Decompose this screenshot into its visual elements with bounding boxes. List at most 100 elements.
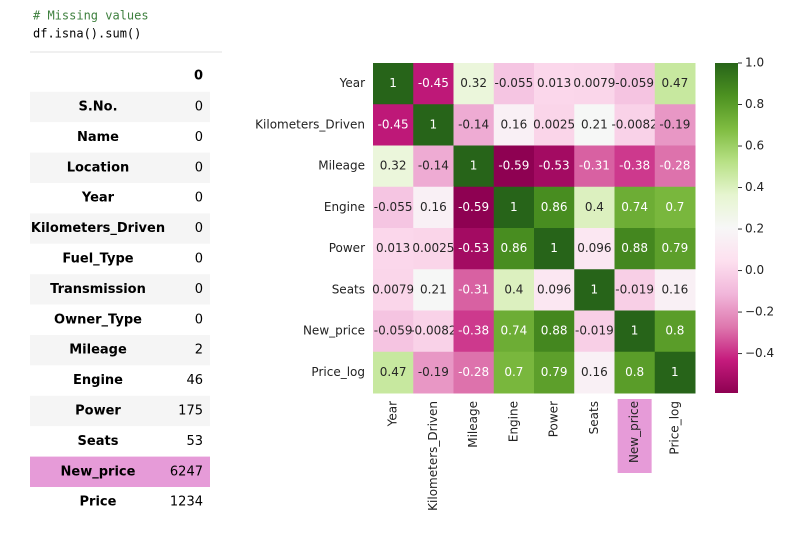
label-highlight <box>617 399 652 473</box>
cell-label: 1 <box>470 159 478 173</box>
cell-label: 1 <box>671 365 679 379</box>
heatmap-cell <box>654 186 696 229</box>
cell-label: 0.74 <box>501 324 528 338</box>
cell-label: -0.14 <box>418 159 449 173</box>
row-label: Owner_Type <box>54 312 142 327</box>
heatmap-cell <box>493 228 535 270</box>
colorbar-tick-label: −0.4 <box>745 346 774 360</box>
heatmap-cell <box>493 63 535 105</box>
y-tick-label: New_price <box>303 324 365 338</box>
heatmap-cell <box>453 269 495 311</box>
row-label: Fuel_Type <box>62 252 133 267</box>
cell-label: -0.059 <box>374 324 413 338</box>
heatmap-cell <box>493 145 535 188</box>
table-row <box>30 213 210 244</box>
cell-label: 0.47 <box>380 365 407 379</box>
heatmap-cell <box>614 228 656 270</box>
row-value: 2 <box>195 343 203 358</box>
heatmap-cell <box>654 310 696 353</box>
heatmap-cell <box>413 228 454 270</box>
cell-label: -0.45 <box>378 117 409 131</box>
heatmap-cell <box>614 351 656 394</box>
heatmap-cell <box>373 186 414 229</box>
row-label: S.No. <box>78 100 117 115</box>
heatmap-cell <box>654 351 696 394</box>
heatmap-cell <box>373 63 414 105</box>
y-tick-label: Seats <box>332 282 365 296</box>
y-tick-label: Year <box>339 76 365 90</box>
heatmap-cell <box>574 269 615 311</box>
row-value: 0 <box>195 282 203 297</box>
cell-label: 1 <box>430 117 438 131</box>
row-value: 53 <box>186 434 203 449</box>
heatmap-cell <box>534 351 575 394</box>
row-label: New_price <box>61 464 136 479</box>
cell-label: 0.79 <box>541 365 568 379</box>
table-row <box>30 122 210 153</box>
table-row <box>30 243 210 275</box>
table-row <box>30 395 210 427</box>
cell-label: 0.86 <box>501 241 528 255</box>
cell-label: 0.16 <box>662 282 689 296</box>
row-label: Name <box>77 130 119 145</box>
heatmap-cell <box>614 104 656 146</box>
table-row <box>30 274 210 305</box>
cell-label: -0.055 <box>495 76 534 90</box>
x-tick-label: Engine <box>506 401 520 442</box>
heatmap-cell <box>574 310 615 353</box>
code-comment: # Missing values <box>33 9 149 23</box>
cell-label: -0.059 <box>615 76 654 90</box>
heatmap-cell <box>373 145 414 188</box>
heatmap-cell <box>654 228 696 270</box>
cell-label: 0.32 <box>460 76 487 90</box>
row-value: 46 <box>186 373 203 388</box>
heatmap-cell <box>534 145 575 188</box>
heatmap-cell <box>614 269 656 311</box>
cell-label: 0.0025 <box>412 241 454 255</box>
cell-label: 0.096 <box>537 282 571 296</box>
cell-label: -0.019 <box>615 282 654 296</box>
cell-label: -0.14 <box>458 117 489 131</box>
cell-label: 1 <box>389 76 397 90</box>
cell-label: -0.53 <box>539 159 570 173</box>
heatmap-cell <box>654 269 696 311</box>
cell-label: 0.47 <box>662 76 689 90</box>
heatmap-cell <box>534 269 575 311</box>
row-value: 6247 <box>170 464 203 479</box>
colorbar-tick-label: 0.6 <box>745 139 764 153</box>
heatmap-cell <box>654 145 696 188</box>
heatmap-cell <box>654 104 696 146</box>
colorbar-tick-label: 0.2 <box>745 222 764 236</box>
heatmap-cell <box>413 351 454 394</box>
heatmap-cell <box>413 186 454 229</box>
table-row <box>30 335 210 366</box>
y-tick-label: Price_log <box>311 365 365 379</box>
heatmap-cell <box>614 145 656 188</box>
x-tick-label: Mileage <box>466 401 480 448</box>
cell-label: -0.31 <box>458 282 489 296</box>
cell-label: 0.86 <box>541 200 568 214</box>
row-label: Location <box>67 160 130 175</box>
cell-label: -0.19 <box>659 117 690 131</box>
heatmap-cell <box>453 63 495 105</box>
cell-label: -0.45 <box>418 76 449 90</box>
cell-label: 0.013 <box>537 76 571 90</box>
row-label: Price <box>80 495 117 510</box>
heatmap-cell <box>373 228 414 270</box>
heatmap-cell <box>453 351 495 394</box>
cell-label: 0.4 <box>504 282 523 296</box>
colorbar-tick-label: 0.0 <box>745 263 764 277</box>
heatmap-cell <box>534 104 575 146</box>
y-tick-label: Kilometers_Driven <box>255 117 365 131</box>
heatmap-cell <box>493 351 535 394</box>
x-tick-label: Seats <box>587 401 601 434</box>
y-tick-label: Mileage <box>318 159 365 173</box>
cell-label: 0.0079 <box>573 76 615 90</box>
cell-label: 0.096 <box>577 241 611 255</box>
heatmap-cell <box>534 310 575 353</box>
cell-label: -0.28 <box>659 159 690 173</box>
heatmap-cell <box>614 186 656 229</box>
cell-label: 0.79 <box>662 241 689 255</box>
row-label: Power <box>75 404 121 419</box>
heatmap-cell <box>413 104 454 146</box>
